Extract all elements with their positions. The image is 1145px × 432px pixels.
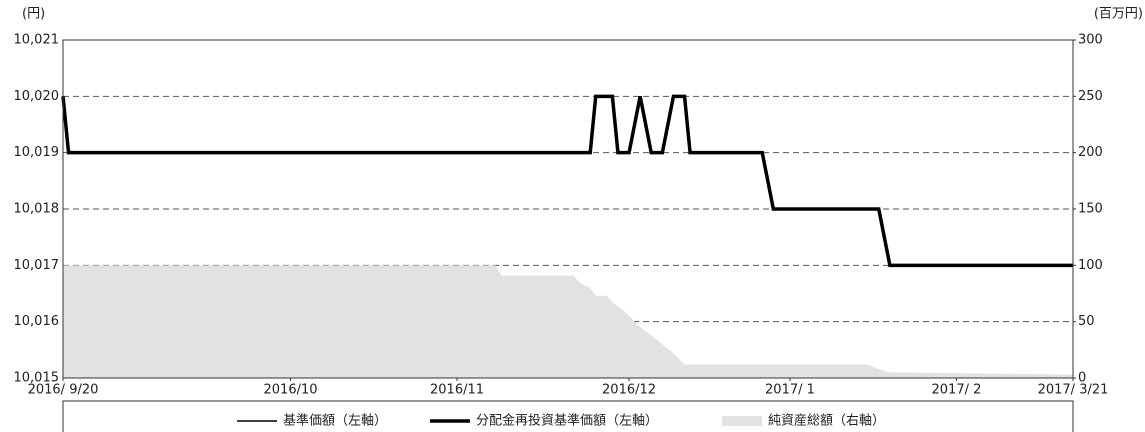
legend-label: 純資産総額（右軸） xyxy=(768,413,885,429)
x-tick-label: 2017/ 1 xyxy=(765,383,815,398)
y-tick-label: 10,020 xyxy=(14,89,60,104)
y2-tick-label: 300 xyxy=(1078,33,1103,48)
legend-box xyxy=(62,400,1074,432)
y2-tick-label: 50 xyxy=(1078,314,1095,329)
line xyxy=(61,94,1073,268)
y2-tick-label: 150 xyxy=(1078,202,1103,217)
plot-frame xyxy=(62,39,1074,379)
y-axis-label: (円) xyxy=(22,7,45,22)
line xyxy=(62,95,1073,267)
x-tick-label: 2016/10 xyxy=(264,383,318,398)
area xyxy=(63,265,1073,378)
y-tick-label: 10,018 xyxy=(14,202,60,217)
y-tick-label: 10,021 xyxy=(14,33,60,48)
y2-axis-label: (百万円) xyxy=(1094,7,1143,22)
x-tick-label: 2016/11 xyxy=(430,383,484,398)
legend-swatch xyxy=(722,416,762,426)
y-tick-label: 10,017 xyxy=(14,258,60,273)
x-tick-label: 2016/12 xyxy=(602,383,656,398)
legend-label: 基準価額（左軸） xyxy=(283,413,387,429)
y-tick-label: 10,016 xyxy=(14,314,60,329)
x-tick-label: 2016/ 9/20 xyxy=(28,383,99,398)
legend-label: 分配金再投資基準価額（左軸） xyxy=(476,413,658,429)
y2-tick-label: 250 xyxy=(1078,89,1103,104)
y2-tick-label: 100 xyxy=(1078,258,1103,273)
y-tick-label: 10,019 xyxy=(14,145,60,160)
y2-tick-label: 200 xyxy=(1078,145,1103,160)
y-tick-label: 10,015 xyxy=(14,371,60,386)
x-tick-label: 2017/ 3/21 xyxy=(1038,383,1109,398)
y2-tick-label: 0 xyxy=(1078,371,1086,386)
x-tick-label: 2017/ 2 xyxy=(932,383,982,398)
